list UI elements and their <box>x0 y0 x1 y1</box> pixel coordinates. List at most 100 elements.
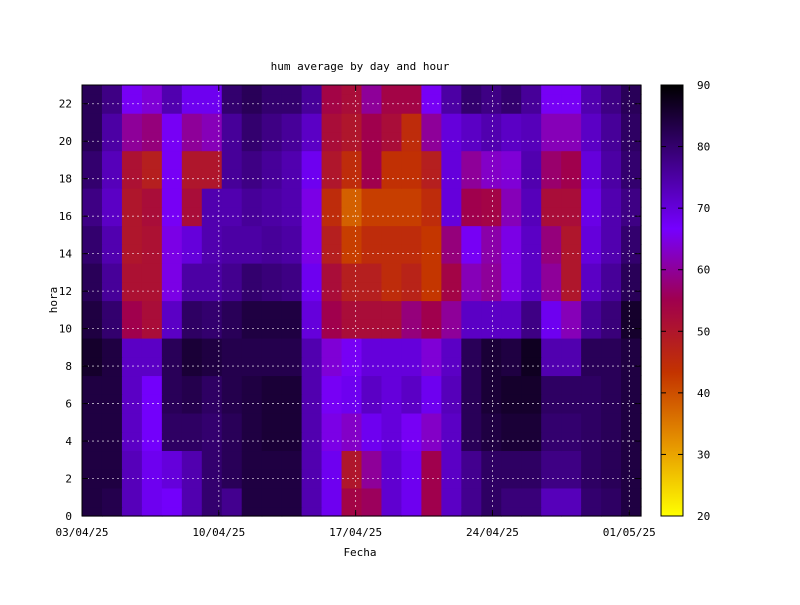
heatmap-cell <box>401 394 422 414</box>
heatmap-cell <box>341 487 363 508</box>
heatmap-cell <box>621 225 642 245</box>
heatmap-cell <box>321 281 343 302</box>
heatmap-cell <box>481 375 502 395</box>
heatmap-cell <box>441 281 462 302</box>
heatmap-cell <box>561 206 582 227</box>
heatmap-cell <box>621 450 642 470</box>
heatmap-cell <box>221 300 243 320</box>
heatmap-cell <box>621 85 642 95</box>
heatmap-cell <box>581 337 602 358</box>
heatmap-cell <box>541 169 562 189</box>
heatmap-cell <box>181 506 203 517</box>
plot-border <box>81 84 642 517</box>
heatmap-cell <box>261 431 283 452</box>
heatmap-cell <box>461 356 482 377</box>
heatmap-cell <box>101 85 123 95</box>
heatmap-cell <box>621 431 642 452</box>
heatmap-cell <box>241 263 263 283</box>
heatmap-cell <box>581 412 602 433</box>
heatmap-cell <box>541 188 562 208</box>
heatmap-cell <box>561 337 582 358</box>
heatmap-cell <box>601 300 622 320</box>
heatmap-cell <box>601 150 622 170</box>
heatmap-cell <box>441 412 462 433</box>
heatmap-cell <box>241 300 263 320</box>
heatmap-cell <box>361 487 383 508</box>
y-tick-label: 20 <box>59 135 72 148</box>
heatmap-cell <box>301 94 323 114</box>
heatmap-cell <box>161 375 183 395</box>
heatmap-cell <box>621 131 642 152</box>
heatmap-cell <box>601 450 622 470</box>
heatmap-cell <box>621 319 642 339</box>
heatmap-cell <box>441 506 462 517</box>
heatmap-cell <box>601 356 622 377</box>
heatmap-cell <box>161 188 183 208</box>
heatmap-cell <box>461 244 482 264</box>
heatmap-cell <box>181 375 203 395</box>
heatmap-cell <box>241 469 263 489</box>
heatmap-cell <box>161 506 183 517</box>
heatmap-cell <box>581 206 602 227</box>
heatmap-cell <box>261 263 283 283</box>
heatmap-cell <box>381 150 403 170</box>
heatmap-cell <box>481 94 502 114</box>
heatmap-cell <box>521 319 542 339</box>
heatmap-cell <box>621 206 642 227</box>
heatmap-cell <box>401 375 422 395</box>
heatmap-cell <box>441 244 462 264</box>
heatmap-cell <box>361 356 383 377</box>
heatmap-cell <box>561 356 582 377</box>
heatmap-cell <box>261 450 283 470</box>
heatmap-cell <box>301 337 323 358</box>
heatmap-cell <box>521 506 542 517</box>
heatmap-cell <box>481 337 502 358</box>
heatmap-cell <box>341 506 363 517</box>
heatmap-cell <box>261 225 283 245</box>
heatmap-cell <box>121 188 143 208</box>
heatmap-cell <box>401 85 422 95</box>
heatmap-cell <box>381 263 403 283</box>
heatmap-cell <box>381 85 403 95</box>
heatmap-cell <box>361 225 383 245</box>
heatmap-cell <box>381 206 403 227</box>
heatmap-cell <box>261 375 283 395</box>
heatmap-cell <box>261 113 283 133</box>
heatmap-cell <box>321 469 343 489</box>
heatmap-cell <box>261 169 283 189</box>
heatmap-cell <box>241 150 263 170</box>
y-tick-label: 10 <box>59 323 72 336</box>
heatmap-cell <box>621 188 642 208</box>
heatmap-cell <box>141 450 163 470</box>
heatmap-cell <box>301 169 323 189</box>
heatmap-cell <box>141 150 163 170</box>
heatmap-cell <box>421 469 442 489</box>
heatmap-cell <box>481 188 502 208</box>
heatmap-cell <box>581 506 602 517</box>
heatmap-cell <box>261 188 283 208</box>
heatmap-cell <box>541 487 562 508</box>
heatmap-cell <box>461 188 482 208</box>
axis-ticks: 03/04/25 10/04/25 17/04/25 24/04/25 01/05/25… <box>56 85 656 539</box>
heatmap-cell <box>541 300 562 320</box>
heatmap-cell <box>601 337 622 358</box>
heatmap-cell <box>141 487 163 508</box>
heatmap-cell <box>601 281 622 302</box>
heatmap-cell <box>401 431 422 452</box>
y-tick-label: 4 <box>65 435 72 448</box>
heatmap-cell <box>401 506 422 517</box>
heatmap-cell <box>601 487 622 508</box>
heatmap-cell <box>421 487 442 508</box>
heatmap-cell <box>241 85 263 95</box>
heatmap-cell <box>341 225 363 245</box>
heatmap-cell <box>161 225 183 245</box>
heatmap-cell <box>481 225 502 245</box>
heatmap-cell <box>321 487 343 508</box>
heatmap-cell <box>461 150 482 170</box>
heatmap-cell <box>281 150 303 170</box>
heatmap-cell <box>521 188 542 208</box>
heatmap-cell <box>601 85 622 95</box>
heatmap-cell <box>401 356 422 377</box>
heatmap-cell <box>521 113 542 133</box>
heatmap-cell <box>321 94 343 114</box>
